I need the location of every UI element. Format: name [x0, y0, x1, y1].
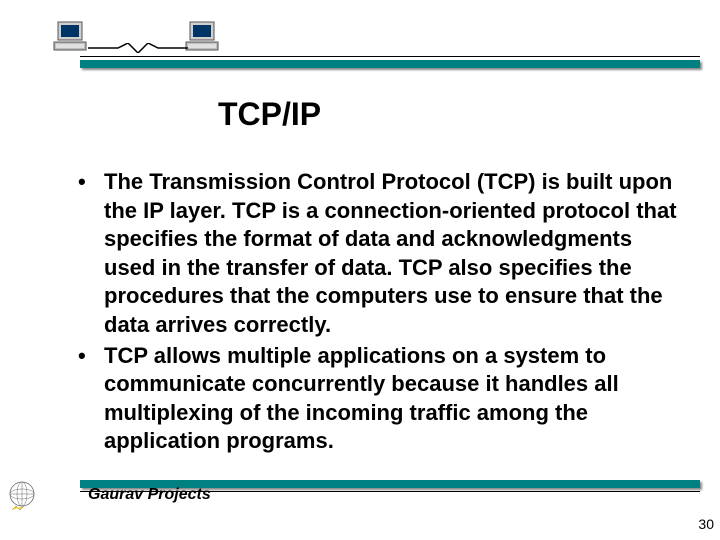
slide-header: [40, 20, 700, 80]
bullet-text: The Transmission Control Protocol (TCP) …: [104, 168, 680, 340]
computer-icon: [184, 20, 220, 52]
author-label: Gaurav Projects: [88, 486, 211, 504]
bullet-marker: •: [78, 168, 104, 340]
slide-body: • The Transmission Control Protocol (TCP…: [78, 168, 680, 458]
header-divider: [80, 56, 700, 68]
bullet-item: • The Transmission Control Protocol (TCP…: [78, 168, 680, 340]
bullet-text: TCP allows multiple applications on a sy…: [104, 342, 680, 456]
connection-line-icon: [88, 40, 188, 50]
bullet-item: • TCP allows multiple applications on a …: [78, 342, 680, 456]
computer-icon: [52, 20, 88, 52]
globe-icon: [4, 480, 40, 516]
page-number: 30: [698, 516, 714, 532]
slide-footer: Gaurav Projects: [40, 480, 700, 510]
slide-title: TCP/IP: [218, 96, 321, 133]
bullet-marker: •: [78, 342, 104, 456]
